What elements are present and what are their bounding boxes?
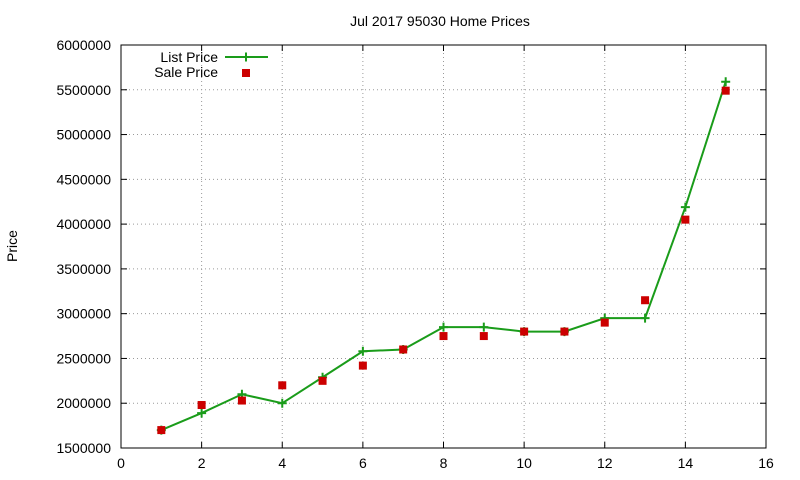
x-tick-label: 6 — [359, 455, 367, 471]
legend-label: List Price — [160, 49, 218, 65]
sale-price-point — [520, 327, 529, 336]
sale-price-point — [641, 296, 650, 305]
y-tick-label: 4500000 — [56, 171, 111, 187]
plot-frame — [120, 44, 767, 449]
y-tick-label: 5000000 — [56, 127, 111, 143]
list-price-point — [721, 77, 731, 87]
y-tick-label: 3500000 — [56, 261, 111, 277]
y-tick-label: 2000000 — [56, 395, 111, 411]
sale-price-point — [197, 401, 206, 410]
chart-title: Jul 2017 95030 Home Prices — [350, 13, 530, 29]
series — [156, 77, 731, 435]
x-tick-label: 14 — [678, 455, 694, 471]
y-axis-label: Price — [4, 230, 20, 262]
x-tick-label: 12 — [597, 455, 613, 471]
list-price-point — [439, 322, 448, 332]
y-tick-label: 1500000 — [56, 440, 111, 456]
x-tick-label: 0 — [117, 455, 125, 471]
x-tick-label: 4 — [278, 455, 286, 471]
sale-price-point — [560, 327, 569, 336]
legend-square-marker — [242, 69, 250, 77]
tick-labels: 0 2 4 6 8 10 12 14 16 1500000 2000000 2500000 300000… — [56, 37, 774, 471]
y-tick-label: 4000000 — [56, 216, 111, 232]
y-tick-label: 6000000 — [56, 37, 111, 53]
sale-price-point — [399, 345, 408, 354]
x-tick-label: 10 — [516, 455, 532, 471]
series-sale-price — [157, 86, 730, 435]
list-price-point — [680, 202, 690, 212]
list-price-point — [640, 313, 650, 323]
legend-plus-marker — [241, 52, 251, 62]
sale-price-point — [157, 426, 166, 435]
sale-price-point — [439, 332, 448, 341]
legend-label: Sale Price — [154, 64, 218, 80]
sale-price-point — [721, 86, 730, 95]
x-tick-label: 16 — [758, 455, 774, 471]
sale-price-point — [358, 361, 367, 370]
list-price-point — [479, 322, 489, 332]
sale-price-point — [600, 318, 609, 327]
list-price-point — [197, 408, 207, 418]
sale-price-point — [318, 376, 327, 385]
y-tick-label: 2500000 — [56, 350, 111, 366]
list-price-point — [277, 398, 287, 408]
y-tick-label: 3000000 — [56, 306, 111, 322]
x-tick-label: 2 — [198, 455, 206, 471]
y-tick-label: 5500000 — [56, 82, 111, 98]
list-price-point — [358, 346, 368, 356]
sale-price-point — [479, 332, 488, 341]
sale-price-point — [278, 381, 287, 390]
sale-price-point — [681, 215, 690, 224]
sale-price-point — [237, 396, 246, 405]
x-tick-label: 8 — [440, 455, 448, 471]
